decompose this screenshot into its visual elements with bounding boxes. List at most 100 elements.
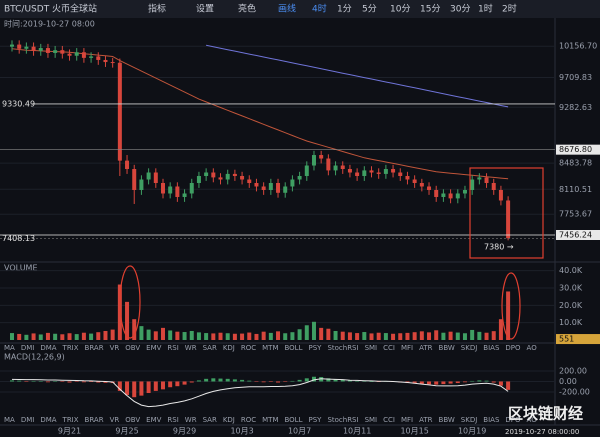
toolbar-item[interactable]: 指标 bbox=[148, 3, 166, 15]
y-tick-label: 8110.51 bbox=[559, 185, 592, 194]
indicator-tab[interactable]: MA bbox=[4, 416, 15, 424]
indicator-tab[interactable]: EMV bbox=[146, 416, 161, 424]
x-tick-label: 10月11 bbox=[343, 427, 371, 436]
indicator-tab[interactable]: BOLL bbox=[284, 344, 302, 352]
bar bbox=[405, 332, 410, 340]
toolbar-item[interactable]: 1分 bbox=[337, 4, 352, 15]
bar bbox=[218, 378, 223, 382]
indicator-tab[interactable]: DPO bbox=[505, 344, 521, 352]
toolbar-item[interactable]: 15分 bbox=[420, 4, 440, 15]
candle-body bbox=[268, 182, 273, 190]
indicator-tab[interactable]: WR bbox=[185, 344, 197, 352]
indicator-tab[interactable]: VR bbox=[110, 416, 120, 424]
indicator-tab[interactable]: TRIX bbox=[62, 344, 79, 352]
indicator-tab[interactable]: AO bbox=[527, 344, 538, 352]
indicator-tab[interactable]: CCI bbox=[383, 344, 395, 352]
indicator-tab[interactable]: ROC bbox=[241, 416, 256, 424]
bar bbox=[290, 380, 295, 382]
indicator-tab[interactable]: SMI bbox=[365, 344, 378, 352]
bar bbox=[81, 381, 86, 383]
bar bbox=[89, 381, 94, 382]
indicator-tab[interactable]: MTM bbox=[262, 416, 278, 424]
y-tick-label: 200.00 bbox=[559, 366, 587, 375]
indicator-tab[interactable]: BRAR bbox=[85, 416, 104, 424]
indicator-tab[interactable]: SAR bbox=[203, 344, 217, 352]
indicator-tab[interactable]: ATR bbox=[419, 416, 433, 424]
indicator-tab[interactable]: EMV bbox=[146, 344, 161, 352]
bar bbox=[53, 333, 58, 340]
indicator-tab[interactable]: KDJ bbox=[223, 344, 235, 352]
candle-body bbox=[441, 193, 446, 197]
indicator-tab[interactable]: ATR bbox=[419, 344, 433, 352]
bar bbox=[326, 378, 331, 382]
candle-body bbox=[319, 155, 324, 159]
candle-body bbox=[53, 50, 58, 53]
indicator-tab[interactable]: BRAR bbox=[85, 344, 104, 352]
bar bbox=[311, 376, 316, 382]
indicator-tab[interactable]: TRIX bbox=[62, 416, 79, 424]
indicator-tab[interactable]: ROC bbox=[241, 344, 256, 352]
indicator-tab[interactable]: SKDJ bbox=[461, 416, 478, 424]
bar bbox=[125, 301, 130, 340]
indicator-tab[interactable]: MFI bbox=[401, 416, 413, 424]
y-tick-label: 40.0K bbox=[559, 266, 583, 275]
indicator-tab[interactable]: SKDJ bbox=[461, 344, 478, 352]
indicator-tab[interactable]: DMI bbox=[21, 416, 35, 424]
indicator-tab[interactable]: SMI bbox=[365, 416, 378, 424]
candle-body bbox=[506, 200, 511, 239]
toolbar-item[interactable]: 亮色 bbox=[238, 3, 256, 15]
indicator-tab[interactable]: DPO bbox=[505, 416, 521, 424]
toolbar-item[interactable]: 5分 bbox=[362, 4, 377, 15]
time-label: 时间:2019-10-27 08:00 bbox=[4, 19, 95, 29]
indicator-tab[interactable]: StochRSI bbox=[327, 344, 358, 352]
indicator-tab[interactable]: BBW bbox=[439, 416, 455, 424]
bar bbox=[67, 381, 72, 383]
indicator-tab[interactable]: AO bbox=[527, 416, 538, 424]
indicator-tab[interactable]: MFI bbox=[401, 344, 413, 352]
bar bbox=[369, 381, 374, 382]
toolbar-item[interactable]: 30分 bbox=[450, 4, 470, 15]
candle-body bbox=[17, 44, 22, 49]
bar bbox=[240, 379, 245, 382]
indicator-tab[interactable]: StochRSI bbox=[327, 416, 358, 424]
candle-body bbox=[67, 53, 72, 56]
toolbar-item[interactable]: 2时 bbox=[502, 3, 517, 15]
watermark: 区块链财经 bbox=[508, 405, 583, 423]
indicator-tab[interactable]: DMI bbox=[21, 344, 35, 352]
indicator-tab[interactable]: OBV bbox=[125, 416, 140, 424]
indicator-tab[interactable]: RSI bbox=[167, 344, 178, 352]
indicator-tab[interactable]: OBV bbox=[125, 344, 140, 352]
indicator-tab[interactable]: KDJ bbox=[223, 416, 235, 424]
indicator-tab[interactable]: DMA bbox=[40, 344, 56, 352]
indicator-tab[interactable]: WR bbox=[185, 416, 197, 424]
candle-body bbox=[491, 182, 496, 190]
indicator-tab[interactable]: BIAS bbox=[483, 344, 500, 352]
toolbar-item[interactable]: 10分 bbox=[390, 4, 410, 15]
toolbar-item[interactable]: 画线 bbox=[278, 3, 296, 15]
candle-body bbox=[196, 176, 201, 183]
indicator-tab[interactable]: VR bbox=[110, 344, 120, 352]
indicator-tab[interactable]: DMA bbox=[40, 416, 56, 424]
indicator-tab[interactable]: BBW bbox=[439, 344, 455, 352]
indicator-tab[interactable]: SAR bbox=[203, 416, 217, 424]
symbol-title[interactable]: BTC/USDT 火币全球站 bbox=[4, 3, 97, 15]
x-tick-label: 9月29 bbox=[173, 427, 196, 436]
indicator-tab[interactable]: CCI bbox=[383, 416, 395, 424]
indicator-tab[interactable]: PSY bbox=[308, 344, 322, 352]
bar bbox=[261, 331, 266, 340]
indicator-tab[interactable]: MA bbox=[4, 344, 15, 352]
indicator-tab[interactable]: PSY bbox=[308, 416, 322, 424]
indicator-tab[interactable]: RSI bbox=[167, 416, 178, 424]
bar bbox=[398, 333, 403, 340]
toolbar-item[interactable]: 1时 bbox=[478, 3, 493, 15]
bar bbox=[506, 291, 511, 340]
toolbar-item[interactable]: 4时 bbox=[312, 3, 327, 15]
bar bbox=[125, 381, 130, 396]
candle-body bbox=[412, 179, 417, 183]
indicator-tab[interactable]: BIAS bbox=[483, 416, 500, 424]
indicator-tab[interactable]: MTM bbox=[262, 344, 278, 352]
indicator-tab[interactable]: BOLL bbox=[284, 416, 302, 424]
bar bbox=[498, 319, 503, 340]
toolbar-item[interactable]: 设置 bbox=[196, 4, 214, 15]
bar bbox=[81, 332, 86, 340]
